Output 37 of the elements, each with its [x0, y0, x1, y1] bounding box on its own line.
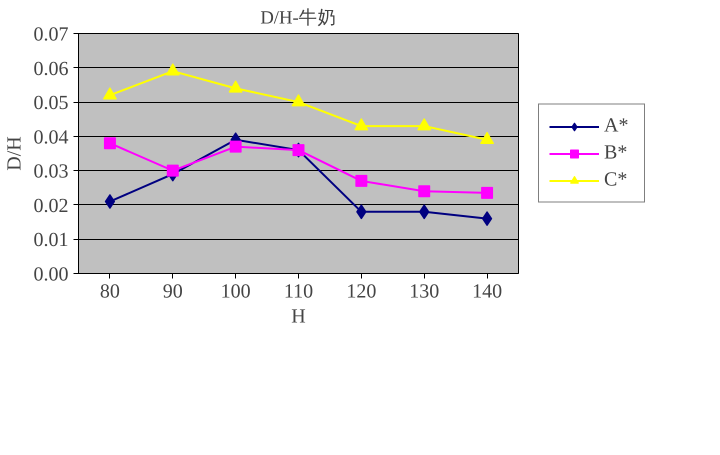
point: [166, 164, 179, 177]
point: [481, 186, 494, 199]
legend-label: C*: [604, 168, 628, 192]
point: [166, 63, 180, 76]
x-tick-label: 140: [472, 280, 502, 302]
point: [102, 87, 117, 100]
x-tick-label: 90: [162, 280, 183, 302]
x-tick-label: 120: [346, 280, 376, 302]
x-tick-label: 100: [220, 280, 251, 302]
y-axis-title: D/H: [4, 136, 26, 171]
x-tick-label: 110: [284, 280, 314, 302]
x-tick-label: 80: [100, 280, 120, 302]
x-tick-label: 130: [409, 280, 440, 302]
point: [480, 132, 494, 144]
point: [104, 194, 116, 209]
point: [482, 211, 492, 226]
x-axis-title: H: [291, 306, 306, 328]
y-tick-label: 0.06: [34, 58, 68, 80]
y-tick-label: 0.02: [34, 194, 68, 217]
point: [355, 174, 368, 187]
point: [417, 118, 432, 130]
y-tick-label: 0.05: [34, 92, 68, 114]
point: [230, 140, 242, 153]
legend-label: B*: [604, 142, 628, 164]
y-tick-label: 0.03: [34, 160, 68, 183]
legend-label: A*: [604, 114, 630, 138]
y-tick-label: 0.01: [34, 229, 68, 252]
point: [354, 118, 368, 130]
point: [292, 94, 306, 106]
point: [418, 185, 430, 198]
chart-title: D/H-牛奶: [260, 8, 337, 28]
point: [228, 80, 243, 93]
point: [104, 137, 116, 150]
y-tick-label: 0.04: [34, 126, 68, 148]
y-tick-label: 0.00: [34, 264, 68, 286]
y-tick-label: 0.07: [34, 24, 68, 46]
point: [356, 204, 367, 220]
